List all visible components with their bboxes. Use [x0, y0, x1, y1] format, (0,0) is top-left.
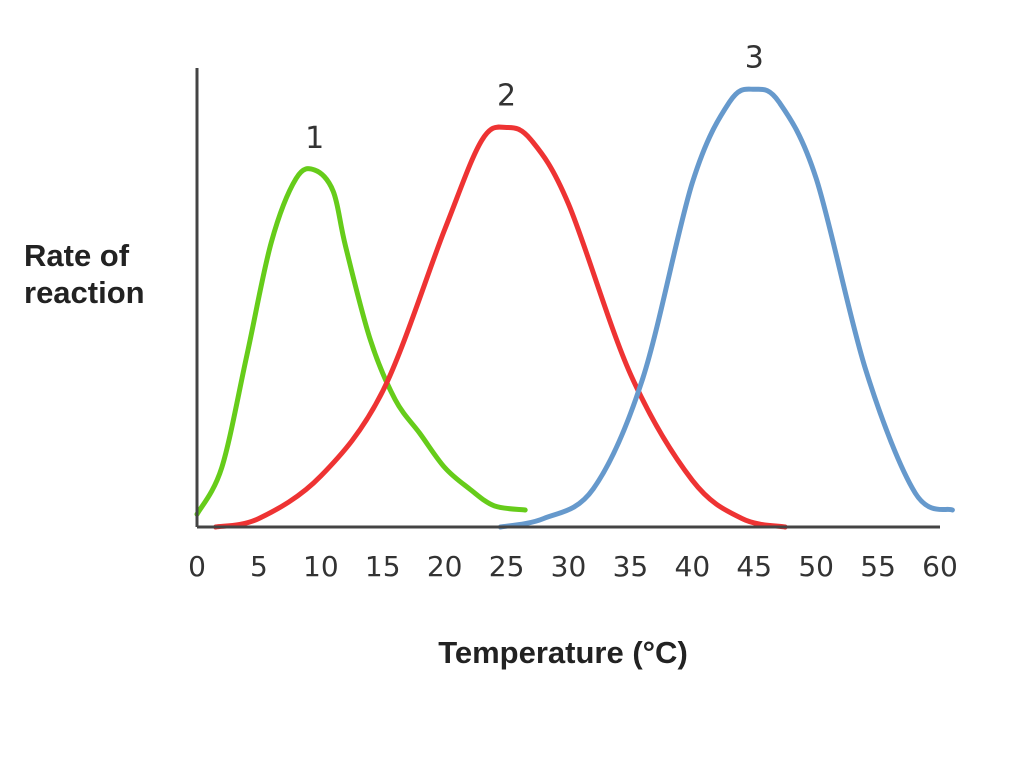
- x-tick-labels: 0 5 10 15 20 25 30 35 40 45 50 55 60: [188, 550, 958, 583]
- series-label-1: 1: [305, 121, 324, 156]
- series-label-2: 2: [497, 79, 516, 114]
- x-tick-label: 45: [736, 550, 772, 583]
- x-tick-label: 40: [675, 550, 711, 583]
- series-line-2: [213, 124, 788, 530]
- x-tick-label: 60: [922, 550, 958, 583]
- series-line-3: [497, 86, 955, 530]
- x-axis-title: Temperature (°C): [438, 635, 688, 670]
- x-tick-label: 20: [427, 550, 463, 583]
- series-label-3: 3: [745, 40, 764, 75]
- x-tick-label: 5: [250, 550, 268, 583]
- x-tick-label: 0: [188, 550, 206, 583]
- x-tick-label: 10: [303, 550, 339, 583]
- x-tick-label: 15: [365, 550, 401, 583]
- x-tick-label: 25: [489, 550, 525, 583]
- y-axis-title-line-2: reaction: [24, 275, 145, 310]
- x-tick-label: 30: [551, 550, 587, 583]
- axes-layer: [195, 68, 940, 529]
- x-tick-label: 35: [613, 550, 649, 583]
- series-line-1: [194, 166, 528, 517]
- x-tick-label: 55: [860, 550, 896, 583]
- x-tick-label: 50: [798, 550, 834, 583]
- series-labels: 1 2 3: [305, 40, 764, 156]
- series-layer: [194, 86, 955, 530]
- y-axis-title-line-1: Rate of: [24, 238, 130, 273]
